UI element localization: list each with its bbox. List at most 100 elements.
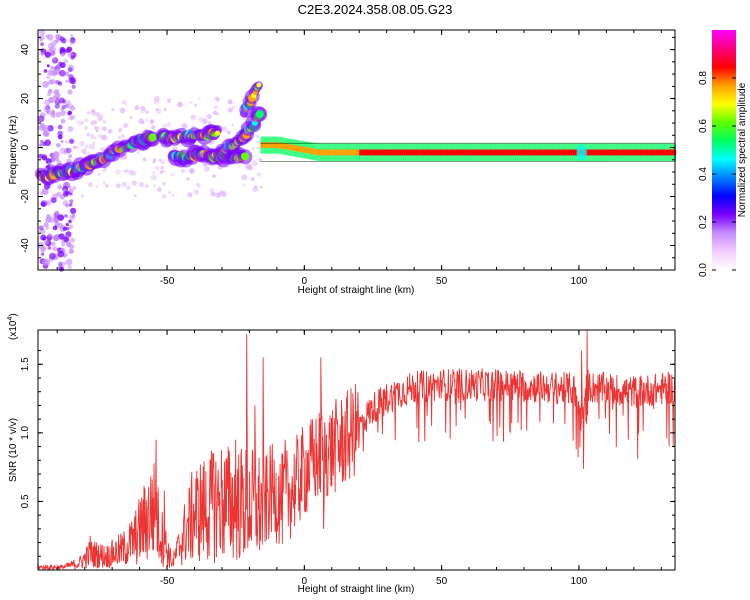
spectrogram-ridge-core (455, 149, 459, 156)
spectrogram-ridge-core (662, 149, 666, 156)
snr-panel: -50 0 50 100 0.5 1.0 1.5 Height of straight li… (7, 313, 676, 595)
spectrogram-noise-dot (70, 114, 76, 120)
spectrogram-noise-dot (258, 158, 262, 162)
spectrogram-ridge-core (306, 147, 310, 154)
spectrogram-noise-dot (69, 244, 75, 250)
spectrogram-noise-dot (68, 138, 75, 144)
spectrogram-noise-dot (70, 105, 76, 111)
spectrogram-noise-dot (89, 133, 95, 139)
spectrogram-noise-dot (142, 121, 145, 124)
spectrogram-ridge-core (444, 149, 448, 156)
spectrogram-ridge-core (528, 149, 532, 156)
spectrogram-noise-dot (118, 128, 123, 133)
spectrogram-noise-dot (51, 111, 56, 115)
spectrogram-ridge-core (354, 149, 358, 156)
spectrogram-noise-dot (107, 128, 113, 134)
spectrogram-ridge-core (510, 149, 514, 156)
spectrogram-ridge-core (350, 149, 354, 156)
spectrogram-ridge-core (556, 149, 560, 156)
spectrogram-noise-dot (162, 123, 168, 129)
spectrogram-noise-dot (201, 118, 208, 125)
spectrogram-noise-dot (68, 219, 72, 224)
spectrogram-noise-dot (146, 110, 150, 114)
spectrogram-ridge-core (330, 149, 334, 156)
spectrogram-noise-dot (159, 170, 164, 175)
spectrogram-ridge-core (357, 149, 360, 156)
spectrogram-noise-dot (256, 172, 262, 177)
spectrogram-ridge-core (359, 149, 362, 156)
spectrogram-noise-dot (50, 157, 56, 163)
spectrogram-noise-dot (52, 151, 60, 159)
spectrogram-ridge-core (651, 149, 655, 156)
spectrogram-ridge-core (363, 149, 367, 156)
spectrogram-ridge-core (475, 149, 479, 156)
spectrogram-noise-dot (189, 168, 196, 174)
spectrogram-noise-dot (58, 261, 63, 267)
spectrogram-ridge-core (271, 142, 275, 149)
spectrogram-ridge-core (407, 149, 411, 156)
spectrogram-ridge-core (310, 148, 314, 155)
spectrogram-ridge-core (385, 149, 389, 156)
spectrogram-ridge-core (275, 142, 279, 149)
spectrogram-ridge-core (317, 149, 321, 156)
spectrogram-noise-dot (37, 115, 45, 123)
spectrogram-ridge-core (559, 149, 562, 156)
spectrogram-ridge-core (530, 149, 534, 156)
colorbar: 0.0 0.2 0.4 0.6 0.8 Normalized spectral ampl… (698, 30, 748, 277)
spectrogram-noise-dot (59, 62, 66, 69)
spectrogram-noise-dot (166, 121, 172, 128)
spectrogram-noise-dot (84, 147, 87, 150)
spectrogram-noise-dot (152, 171, 156, 175)
spectrogram-noise-dot (231, 105, 236, 109)
spectrogram-noise-dot (58, 97, 65, 104)
spectrogram-noise-dot (95, 129, 99, 133)
spectrogram-ridge-core (469, 149, 472, 156)
spectrogram-noise-dot (54, 210, 59, 215)
spectrogram-noise-dot (92, 113, 96, 117)
spectrogram-ridge-core (660, 149, 663, 156)
spectrogram-ridge-core (368, 149, 371, 156)
spectrogram-ridge-core (502, 149, 505, 156)
spectrogram-noise-dot (46, 74, 51, 80)
spectrogram-noise-dot (67, 264, 72, 270)
y-tick-label: 0.5 (20, 494, 31, 508)
spectrogram-ridge-core (534, 149, 538, 156)
y-tick-label: -40 (20, 238, 31, 253)
spectrogram-noise-dot (63, 58, 68, 64)
spectrogram-ridge-core (620, 149, 624, 156)
spectrogram-noise-dot (68, 185, 72, 189)
spectrogram-ridge-core (438, 149, 442, 156)
spectrogram-noise-dot (111, 108, 114, 111)
spectrogram-ridge-core (280, 142, 283, 149)
spectrogram-ridge-core (671, 149, 674, 156)
spectrogram-ridge-core (379, 149, 382, 156)
x-tick-label: -50 (160, 276, 175, 287)
spectrogram-noise-dot (61, 242, 66, 247)
spectrogram-ridge-core (508, 149, 512, 156)
spectrogram-ridge-core (541, 149, 545, 156)
spectrogram-noise-dot (144, 184, 149, 188)
spectrogram-ridge-core (398, 149, 402, 156)
snr-multiplier-label: (x104) (7, 313, 19, 340)
spectrogram-noise-dot (67, 51, 74, 58)
spectrogram-noise-dot (149, 119, 155, 125)
spectrogram-noise-dot (47, 232, 53, 238)
spectrogram-noise-dot (121, 99, 127, 105)
spectrogram-noise-dot (42, 81, 50, 88)
spectrogram-noise-dot (50, 78, 56, 85)
spectrogram-noise-dot (50, 66, 54, 70)
spectrogram-ridge-core (480, 149, 483, 156)
spectrogram-ridge-core (431, 149, 435, 156)
spectrogram-ridge-core (550, 149, 554, 156)
spectrogram-ridge-core (418, 149, 422, 156)
spectrogram-noise-dot (252, 186, 259, 193)
spectrogram-noise-dot (242, 116, 247, 121)
spectrogram-noise-dot (42, 245, 47, 250)
spectrogram-noise-dot (62, 226, 68, 231)
spectrogram-noise-dot (67, 110, 73, 115)
spectrogram-noise-dot (52, 57, 57, 62)
spectrogram-ridge-core (567, 149, 571, 156)
spectrogram-noise-dot (42, 131, 49, 137)
spectrogram-ridge-core (348, 149, 351, 156)
spectrogram-ridge-core (328, 149, 332, 156)
